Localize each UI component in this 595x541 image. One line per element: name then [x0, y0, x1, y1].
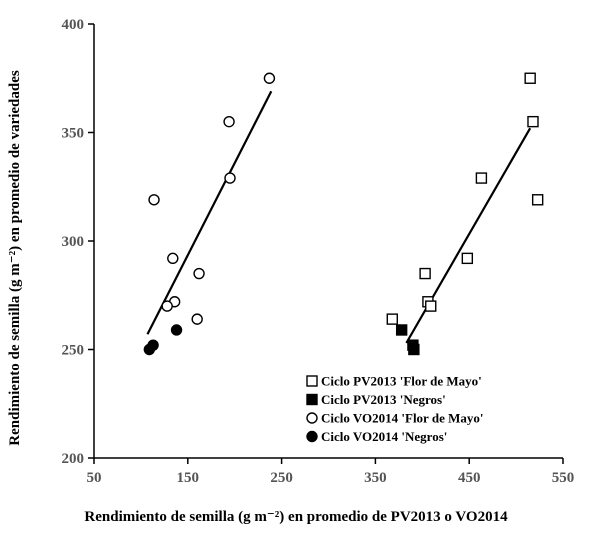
y-tick-label: 350 [62, 126, 85, 142]
x-axis-ticks: 50 150 250 350 450 550 [87, 458, 575, 486]
data-point-series-3 [223, 115, 235, 128]
data-point-series-1 [531, 194, 544, 206]
trendline [146, 90, 273, 335]
legend-marker [306, 393, 318, 406]
legend-marker [306, 430, 318, 443]
data-point-series-4 [143, 343, 156, 356]
data-point-series-3 [148, 194, 160, 206]
legend-label: Ciclo VO2014 'Flor de Mayo' [321, 411, 483, 426]
data-point-series-1 [524, 72, 536, 84]
data-point-series-2 [408, 343, 420, 356]
legend: Ciclo PV2013 'Flor de Mayo' Ciclo PV2013 … [306, 374, 483, 444]
data-point-series-3 [193, 267, 205, 280]
data-point-series-3 [191, 313, 203, 325]
data-point-series-3 [161, 300, 173, 312]
y-axis-ticks: 200 250 300 350 400 [62, 17, 94, 467]
data-points [143, 72, 544, 356]
x-tick-label: 450 [458, 470, 481, 486]
x-tick-label: 150 [177, 470, 200, 486]
x-tick-label: 350 [364, 470, 387, 486]
trendlines [146, 90, 532, 344]
trendline [405, 127, 532, 344]
x-tick-label: 50 [87, 470, 102, 486]
legend-label: Ciclo VO2014 'Negros' [321, 429, 447, 444]
data-point-series-1 [419, 267, 431, 280]
legend-marker [306, 412, 318, 424]
data-point-series-3 [263, 72, 276, 84]
data-point-series-1 [475, 172, 488, 184]
data-point-series-2 [395, 324, 408, 336]
y-axis-title: Rendimiento de semilla (g m⁻²) en promed… [7, 70, 23, 446]
x-tick-label: 250 [270, 470, 293, 486]
x-tick-label: 550 [552, 470, 575, 486]
data-point-series-3 [224, 172, 236, 184]
data-point-series-1 [425, 300, 437, 312]
y-tick-label: 250 [62, 343, 85, 359]
data-point-series-1 [386, 313, 398, 325]
data-point-series-1 [527, 115, 539, 128]
x-axis-title: Rendimiento de semilla (g m⁻²) en promed… [84, 509, 508, 525]
data-point-series-1 [461, 252, 474, 265]
data-point-series-4 [170, 324, 183, 336]
legend-label: Ciclo PV2013 'Flor de Mayo' [321, 374, 482, 389]
data-point-series-3 [167, 252, 179, 265]
y-tick-label: 300 [62, 234, 85, 250]
legend-marker [306, 375, 318, 387]
y-tick-label: 200 [62, 451, 85, 467]
y-tick-label: 400 [62, 17, 85, 33]
legend-label: Ciclo PV2013 'Negros' [321, 392, 446, 407]
